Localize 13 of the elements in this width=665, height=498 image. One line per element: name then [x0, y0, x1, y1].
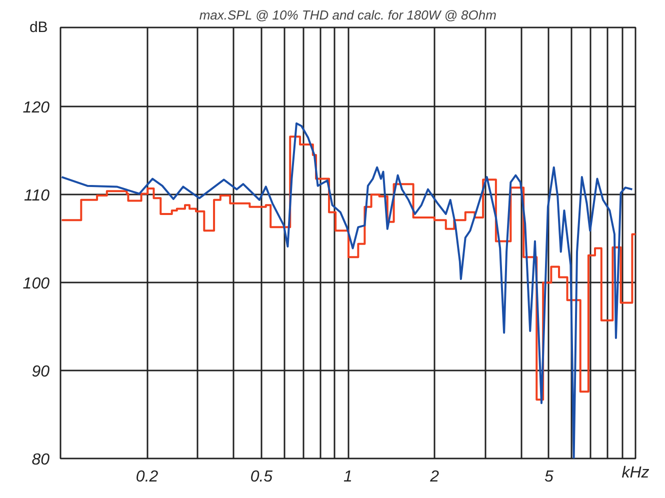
- x-tick-label: 2: [429, 468, 440, 486]
- y-tick-label: 90: [32, 364, 50, 381]
- x-tick-label: 5: [544, 468, 554, 486]
- y-tick-label: 120: [22, 100, 50, 117]
- y-tick-label: 80: [32, 452, 50, 468]
- x-axis-title: kHz: [622, 464, 650, 482]
- x-tick-label: 0.5: [250, 468, 273, 486]
- y-tick-label: 100: [22, 276, 50, 293]
- chart-title: max.SPL @ 10% THD and calc. for 180W @ 8Ohm: [199, 8, 497, 22]
- x-tick-label: 0.2: [136, 468, 158, 486]
- x-tick-label: 1: [344, 468, 352, 486]
- y-tick-label: 110: [24, 188, 50, 205]
- y-axis-title: dB: [29, 19, 48, 36]
